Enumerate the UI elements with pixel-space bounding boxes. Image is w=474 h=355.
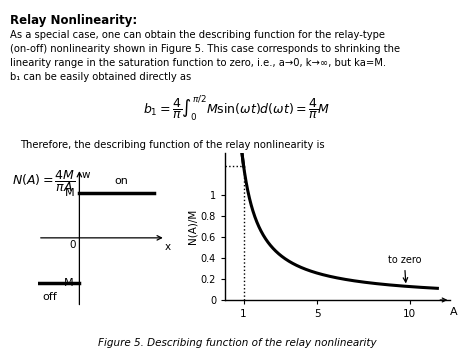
Text: to zero: to zero <box>388 255 421 282</box>
Text: w: w <box>82 169 91 180</box>
Text: $b_1 = \dfrac{4}{\pi}\int_0^{\pi/2} M\sin(\omega t)d(\omega t) = \dfrac{4}{\pi}M: $b_1 = \dfrac{4}{\pi}\int_0^{\pi/2} M\si… <box>143 93 331 123</box>
Text: $N(A) = \dfrac{4M}{\pi A}$: $N(A) = \dfrac{4M}{\pi A}$ <box>12 168 76 194</box>
Text: x: x <box>164 241 170 252</box>
Text: 0: 0 <box>70 240 76 250</box>
Text: off: off <box>42 293 57 302</box>
Text: As a special case, one can obtain the describing function for the relay-type: As a special case, one can obtain the de… <box>10 30 385 40</box>
Text: linearity range in the saturation function to zero, i.e., a→0, k→∞, but ka=M.: linearity range in the saturation functi… <box>10 58 386 68</box>
Text: on: on <box>114 176 128 186</box>
Text: Therefore, the describing function of the relay nonlinearity is: Therefore, the describing function of th… <box>20 140 325 150</box>
Text: b₁ can be easily obtained directly as: b₁ can be easily obtained directly as <box>10 72 191 82</box>
Text: to infinity: to infinity <box>0 354 1 355</box>
Text: (on-off) nonlinearity shown in Figure 5. This case corresponds to shrinking the: (on-off) nonlinearity shown in Figure 5.… <box>10 44 400 54</box>
Y-axis label: N(A)/M: N(A)/M <box>188 209 198 244</box>
Text: Figure 5. Describing function of the relay nonlinearity: Figure 5. Describing function of the rel… <box>98 338 376 348</box>
Text: A: A <box>450 307 458 317</box>
Text: -M: -M <box>61 278 74 288</box>
Text: M: M <box>65 188 74 198</box>
Text: Relay Nonlinearity:: Relay Nonlinearity: <box>10 14 137 27</box>
